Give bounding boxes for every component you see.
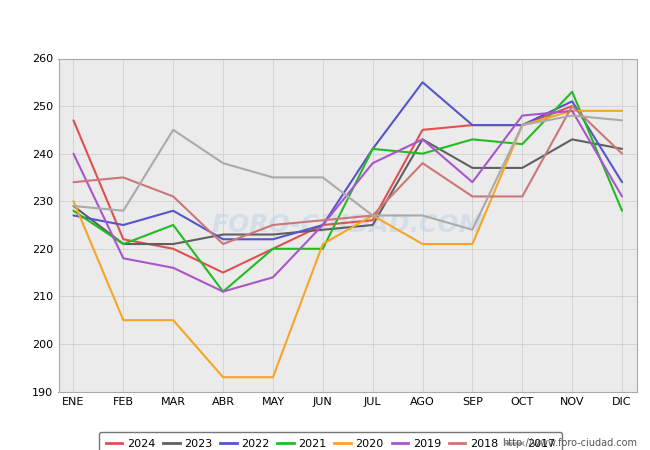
Legend: 2024, 2023, 2022, 2021, 2020, 2019, 2018, 2017: 2024, 2023, 2022, 2021, 2020, 2019, 2018… <box>99 432 562 450</box>
Text: Afiliados en Fondón a 30/9/2024: Afiliados en Fondón a 30/9/2024 <box>191 9 459 27</box>
Text: FORO-CIUDAD.COM: FORO-CIUDAD.COM <box>211 213 484 237</box>
Text: http://www.foro-ciudad.com: http://www.foro-ciudad.com <box>502 438 637 448</box>
